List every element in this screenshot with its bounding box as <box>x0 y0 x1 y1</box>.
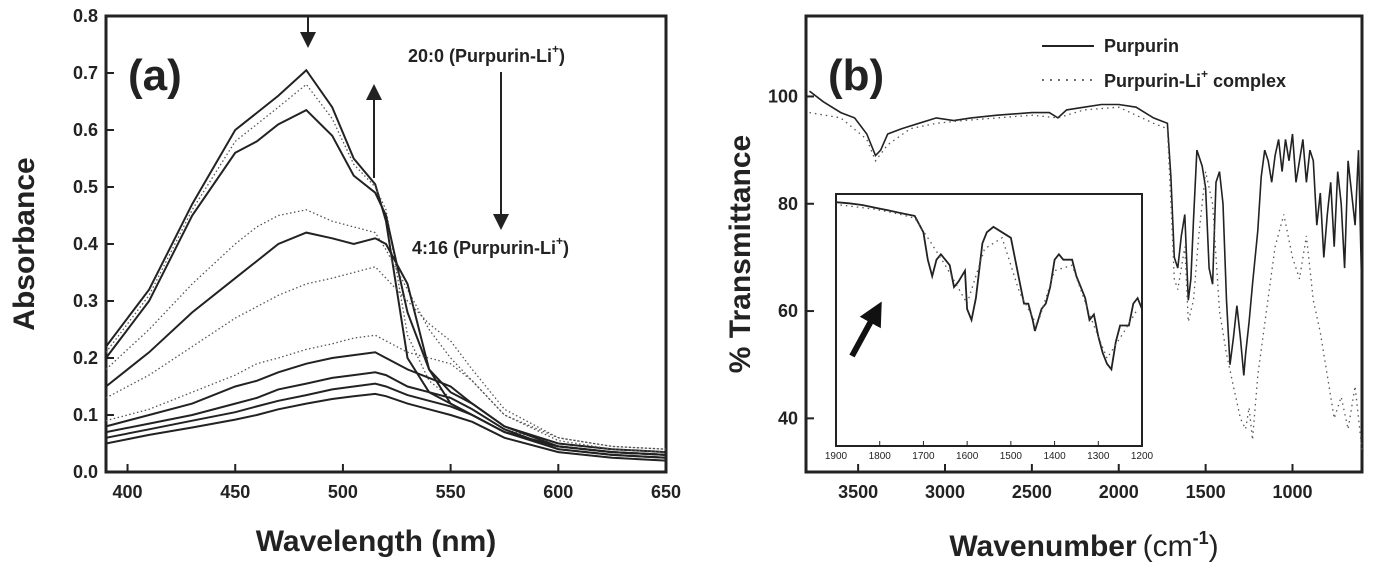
panel-label-b: (b) <box>828 51 884 100</box>
inset-x-tick-label: 1700 <box>912 451 935 462</box>
inset-x-tick-label: 1200 <box>1131 451 1154 462</box>
annotation-start: 20:0 (Purpurin-Li+) <box>408 42 565 66</box>
y-tick-label-b: 60 <box>778 301 798 321</box>
y-tick-label-a: 0.4 <box>73 234 98 254</box>
y-axis-label-a: Absorbance <box>8 157 41 330</box>
panel-label-a: (a) <box>128 51 182 100</box>
chart-panel-a: 400 450 500 550 600 650 0.0 0.1 0.2 0.3 0.4 0.5 0.6 0… <box>8 6 681 558</box>
annotation-start-text: 20:0 (Purpurin-Li <box>408 46 552 66</box>
a-series-6 <box>105 334 667 453</box>
annotation-start-close: ) <box>559 46 565 66</box>
ticks-b: 3500 3000 2500 2000 1500 1000 40 60 80 100 <box>768 86 1313 502</box>
y-tick-label-a: 0.3 <box>73 291 98 311</box>
annotation-end-close: ) <box>563 238 569 258</box>
x-axis-label-b-main: Wavenumber <box>949 530 1137 563</box>
y-tick-label-b: 80 <box>778 194 798 214</box>
inset-x-tick-label: 1800 <box>869 451 892 462</box>
y-tick-label-a: 0.6 <box>73 120 98 140</box>
annotation-end-sup: + <box>556 234 563 248</box>
legend-complex-sup: + <box>1201 67 1208 81</box>
annotation-end: 4:16 (Purpurin-Li+) <box>412 234 569 258</box>
a-series-2 <box>105 108 667 454</box>
x-axis-label-b-unit: (cm <box>1143 530 1193 563</box>
annotation-start-sup: + <box>552 42 559 56</box>
series-group-a <box>105 68 667 462</box>
y-tick-label-a: 0.5 <box>73 177 98 197</box>
x-axis-label-b-sup: -1 <box>1193 528 1209 548</box>
b-series-0 <box>809 90 1363 376</box>
inset-x-tick-label: 1600 <box>956 451 979 462</box>
y-axis-label-b: % Transmittance <box>724 135 757 373</box>
chart-panel-b: 3500 3000 2500 2000 1500 1000 40 60 80 100 (b) % … <box>724 14 1364 563</box>
x-tick-label-a: 450 <box>220 482 250 502</box>
y-tick-label-a: 0.7 <box>73 63 98 83</box>
y-tick-label-a: 0.8 <box>73 6 98 26</box>
y-tick-label-a: 0.1 <box>73 405 98 425</box>
a-series-7 <box>105 351 667 456</box>
y-tick-label-a: 0.2 <box>73 348 98 368</box>
inset-frame <box>835 193 1143 447</box>
inset-x-tick-label: 1900 <box>825 451 848 462</box>
legend-complex-main: Purpurin-Li <box>1104 71 1201 91</box>
a-series-10 <box>105 392 667 462</box>
legend-label-complex: Purpurin-Li+ complex <box>1104 67 1286 91</box>
x-tick-label-a: 550 <box>436 482 466 502</box>
x-tick-label-b: 1000 <box>1272 482 1312 502</box>
y-tick-label-a: 0.0 <box>73 462 98 482</box>
x-tick-label-a: 650 <box>651 482 681 502</box>
x-tick-label-b: 2000 <box>1099 482 1139 502</box>
a-series-9 <box>105 382 667 459</box>
legend-complex-tail: complex <box>1208 71 1286 91</box>
b-series-1 <box>809 106 1363 451</box>
x-tick-label-b: 2500 <box>1012 482 1052 502</box>
plot-frame-b <box>804 14 1364 474</box>
inset-x-tick-label: 1300 <box>1087 451 1110 462</box>
x-axis-label-b: Wavenumber (cm-1) <box>949 528 1218 563</box>
x-tick-label-b: 3500 <box>838 482 878 502</box>
a-series-5 <box>105 266 667 450</box>
annotation-end-text: 4:16 (Purpurin-Li <box>412 238 556 258</box>
inset-x-tick-label: 1500 <box>1000 451 1023 462</box>
x-axis-label-a: Wavelength (nm) <box>256 525 497 558</box>
y-tick-label-b: 100 <box>768 86 798 106</box>
series-group-b <box>809 90 1363 451</box>
x-tick-label-b: 1500 <box>1186 482 1226 502</box>
x-tick-label-a: 500 <box>328 482 358 502</box>
inset-series-group <box>835 201 1143 372</box>
y-tick-label-b: 40 <box>778 408 798 428</box>
x-axis-label-b-close: ) <box>1209 530 1219 563</box>
x-tick-label-a: 600 <box>543 482 573 502</box>
inset-series-1 <box>840 204 1139 360</box>
inset-ticks: 1900 1800 1700 1600 1500 1400 1300 1200 <box>825 441 1154 462</box>
inset-x-tick-label: 1400 <box>1043 451 1066 462</box>
a-series-8 <box>105 371 667 459</box>
x-tick-label-a: 400 <box>113 482 143 502</box>
x-tick-label-b: 3000 <box>925 482 965 502</box>
inset-arrow-icon <box>849 301 882 358</box>
inset-series-0 <box>835 201 1143 372</box>
ticks-a: 400 450 500 550 600 650 0.0 0.1 0.2 0.3 0.4 0.5 0.6 0… <box>73 6 681 502</box>
a-series-3 <box>105 209 667 450</box>
legend-b: Purpurin Purpurin-Li+ complex <box>1042 36 1286 91</box>
legend-label-purpurin: Purpurin <box>1104 36 1179 56</box>
inset-chart: 1900 1800 1700 1600 1500 1400 1300 1200 <box>825 193 1154 462</box>
